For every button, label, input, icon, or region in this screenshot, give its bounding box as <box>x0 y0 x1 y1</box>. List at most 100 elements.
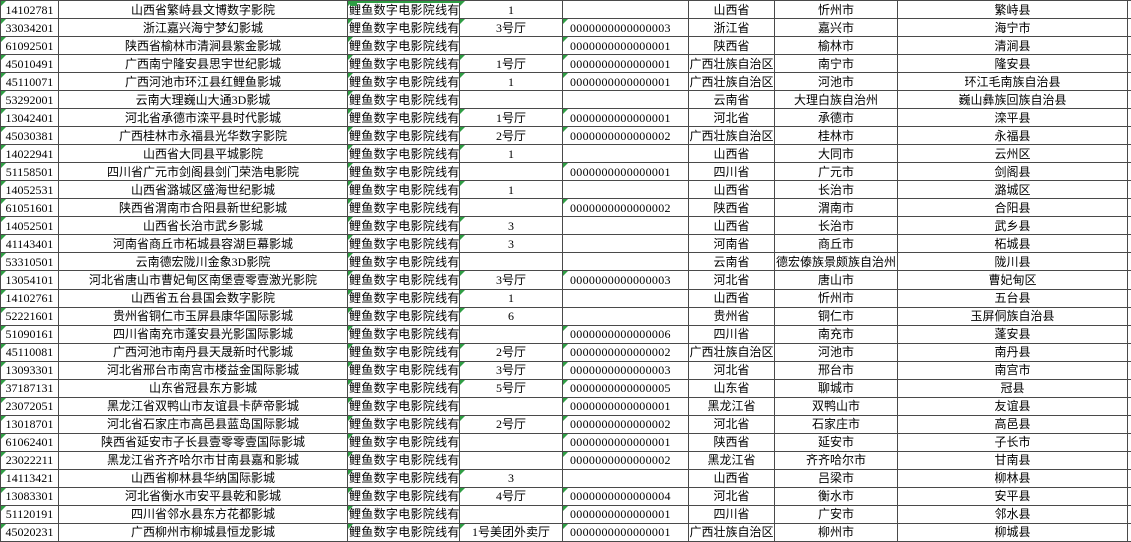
cell-hall[interactable]: 1 <box>460 1 563 20</box>
cell-chain-name[interactable]: 鲤鱼数字电影院线有 <box>348 235 460 254</box>
cell-cinema-id[interactable]: 51120191 <box>1 505 59 524</box>
cell-cinema-id[interactable]: 41143401 <box>1 235 59 254</box>
cell-province[interactable]: 山西省 <box>689 1 775 20</box>
cell-chain-name[interactable]: 鲤鱼数字电影院线有 <box>348 289 460 308</box>
cell-city[interactable]: 广安市 <box>775 505 898 524</box>
cell-city[interactable]: 吕梁市 <box>775 469 898 488</box>
cell-city[interactable]: 大理白族自治州 <box>775 91 898 110</box>
cell-code[interactable] <box>563 1 689 20</box>
cell-city[interactable]: 桂林市 <box>775 127 898 146</box>
cell-chain-name[interactable]: 鲤鱼数字电影院线有 <box>348 199 460 218</box>
cell-county[interactable]: 清涧县 <box>898 37 1128 56</box>
cell-cinema-name[interactable]: 河南省商丘市柘城县容湖巨幕影城 <box>59 235 348 254</box>
cell-cinema-name[interactable]: 山西省长治市武乡影城 <box>59 217 348 236</box>
cell-code[interactable]: 0000000000000001 <box>563 523 689 542</box>
cell-cinema-name[interactable]: 山西省潞城区盛海世纪影城 <box>59 181 348 200</box>
cell-hall[interactable]: 2号厅 <box>460 127 563 146</box>
cell-hall[interactable]: 1号厅 <box>460 55 563 74</box>
cell-cinema-name[interactable]: 四川省南充市蓬安县光影国际影城 <box>59 325 348 344</box>
cell-province[interactable]: 河北省 <box>689 271 775 290</box>
cell-county[interactable]: 南丹县 <box>898 343 1128 362</box>
cell-county[interactable]: 环江毛南族自治县 <box>898 73 1128 92</box>
cell-code[interactable]: 0000000000000001 <box>563 505 689 524</box>
cell-cinema-name[interactable]: 贵州省铜仁市玉屏县康华国际影城 <box>59 307 348 326</box>
cell-chain-name[interactable]: 鲤鱼数字电影院线有 <box>348 163 460 182</box>
cell-county[interactable]: 巍山彝族回族自治县 <box>898 91 1128 110</box>
cell-code[interactable] <box>563 289 689 308</box>
cell-chain-name[interactable]: 鲤鱼数字电影院线有 <box>348 397 460 416</box>
cell-cinema-name[interactable]: 山西省五台县国会数字影院 <box>59 289 348 308</box>
cell-cinema-id[interactable]: 23072051 <box>1 397 59 416</box>
cell-city[interactable]: 嘉兴市 <box>775 19 898 38</box>
cell-province[interactable]: 陕西省 <box>689 37 775 56</box>
cell-hall[interactable] <box>460 433 563 452</box>
cell-county[interactable]: 永福县 <box>898 127 1128 146</box>
cell-code[interactable]: 0000000000000001 <box>563 109 689 128</box>
cell-cinema-name[interactable]: 广西桂林市永福县光华数字影院 <box>59 127 348 146</box>
cell-cinema-id[interactable]: 13042401 <box>1 109 59 128</box>
cell-hall[interactable] <box>460 397 563 416</box>
cell-cinema-id[interactable]: 53292001 <box>1 91 59 110</box>
cell-city[interactable]: 忻州市 <box>775 289 898 308</box>
cell-code[interactable]: 0000000000000002 <box>563 127 689 146</box>
cell-city[interactable]: 广元市 <box>775 163 898 182</box>
cell-county[interactable]: 甘南县 <box>898 451 1128 470</box>
cell-cinema-name[interactable]: 河北省唐山市曹妃甸区南堡壹零壹激光影院 <box>59 271 348 290</box>
cell-cinema-id[interactable]: 14052501 <box>1 217 59 236</box>
cell-chain-name[interactable]: 鲤鱼数字电影院线有 <box>348 37 460 56</box>
cell-county[interactable]: 隆安县 <box>898 55 1128 74</box>
cell-code[interactable]: 0000000000000001 <box>563 433 689 452</box>
cell-cinema-id[interactable]: 45110071 <box>1 73 59 92</box>
cell-code[interactable]: 0000000000000001 <box>563 37 689 56</box>
cell-chain-name[interactable]: 鲤鱼数字电影院线有 <box>348 1 460 20</box>
cell-chain-name[interactable]: 鲤鱼数字电影院线有 <box>348 469 460 488</box>
cell-city[interactable]: 唐山市 <box>775 271 898 290</box>
cell-cinema-name[interactable]: 四川省广元市剑阁县剑门荣浩电影院 <box>59 163 348 182</box>
cell-hall[interactable]: 2号厅 <box>460 415 563 434</box>
cell-county[interactable]: 滦平县 <box>898 109 1128 128</box>
cell-county[interactable]: 柳林县 <box>898 469 1128 488</box>
cell-chain-name[interactable]: 鲤鱼数字电影院线有 <box>348 253 460 272</box>
cell-province[interactable]: 山西省 <box>689 217 775 236</box>
cell-cinema-id[interactable]: 14102781 <box>1 1 59 20</box>
cell-province[interactable]: 广西壮族自治区 <box>689 523 775 542</box>
cell-cinema-id[interactable]: 53310501 <box>1 253 59 272</box>
cell-county[interactable]: 曹妃甸区 <box>898 271 1128 290</box>
cell-cinema-name[interactable]: 山西省大同县平城影院 <box>59 145 348 164</box>
cell-cinema-name[interactable]: 河北省邢台市南宫市楼益金国际影城 <box>59 361 348 380</box>
cell-code[interactable]: 0000000000000004 <box>563 487 689 506</box>
cell-chain-name[interactable]: 鲤鱼数字电影院线有 <box>348 433 460 452</box>
cell-chain-name[interactable]: 鲤鱼数字电影院线有 <box>348 343 460 362</box>
cell-cinema-id[interactable]: 37187131 <box>1 379 59 398</box>
cell-code[interactable] <box>563 181 689 200</box>
cell-cinema-name[interactable]: 河北省衡水市安平县乾和影城 <box>59 487 348 506</box>
cell-chain-name[interactable]: 鲤鱼数字电影院线有 <box>348 181 460 200</box>
cell-county[interactable]: 蓬安县 <box>898 325 1128 344</box>
cell-city[interactable]: 齐齐哈尔市 <box>775 451 898 470</box>
cell-province[interactable]: 山西省 <box>689 181 775 200</box>
cell-cinema-name[interactable]: 河北省承德市滦平县时代影城 <box>59 109 348 128</box>
cell-hall[interactable] <box>460 325 563 344</box>
cell-province[interactable]: 山西省 <box>689 145 775 164</box>
cell-cinema-id[interactable]: 52221601 <box>1 307 59 326</box>
cell-cinema-name[interactable]: 四川省邻水县东方花都影城 <box>59 505 348 524</box>
cell-city[interactable]: 渭南市 <box>775 199 898 218</box>
cell-city[interactable]: 南宁市 <box>775 55 898 74</box>
cell-city[interactable]: 榆林市 <box>775 37 898 56</box>
cell-province[interactable]: 陕西省 <box>689 433 775 452</box>
cell-county[interactable]: 武乡县 <box>898 217 1128 236</box>
cell-hall[interactable] <box>460 199 563 218</box>
cell-province[interactable]: 贵州省 <box>689 307 775 326</box>
cell-cinema-id[interactable]: 61092501 <box>1 37 59 56</box>
cell-code[interactable] <box>563 217 689 236</box>
cell-city[interactable]: 长治市 <box>775 181 898 200</box>
cell-city[interactable]: 双鸭山市 <box>775 397 898 416</box>
cell-city[interactable]: 邢台市 <box>775 361 898 380</box>
cell-code[interactable]: 0000000000000002 <box>563 415 689 434</box>
cell-cinema-name[interactable]: 陕西省渭南市合阳县新世纪影城 <box>59 199 348 218</box>
cell-code[interactable] <box>563 469 689 488</box>
cell-code[interactable] <box>563 307 689 326</box>
cell-province[interactable]: 河北省 <box>689 109 775 128</box>
cell-hall[interactable]: 1 <box>460 181 563 200</box>
cell-cinema-id[interactable]: 23022211 <box>1 451 59 470</box>
